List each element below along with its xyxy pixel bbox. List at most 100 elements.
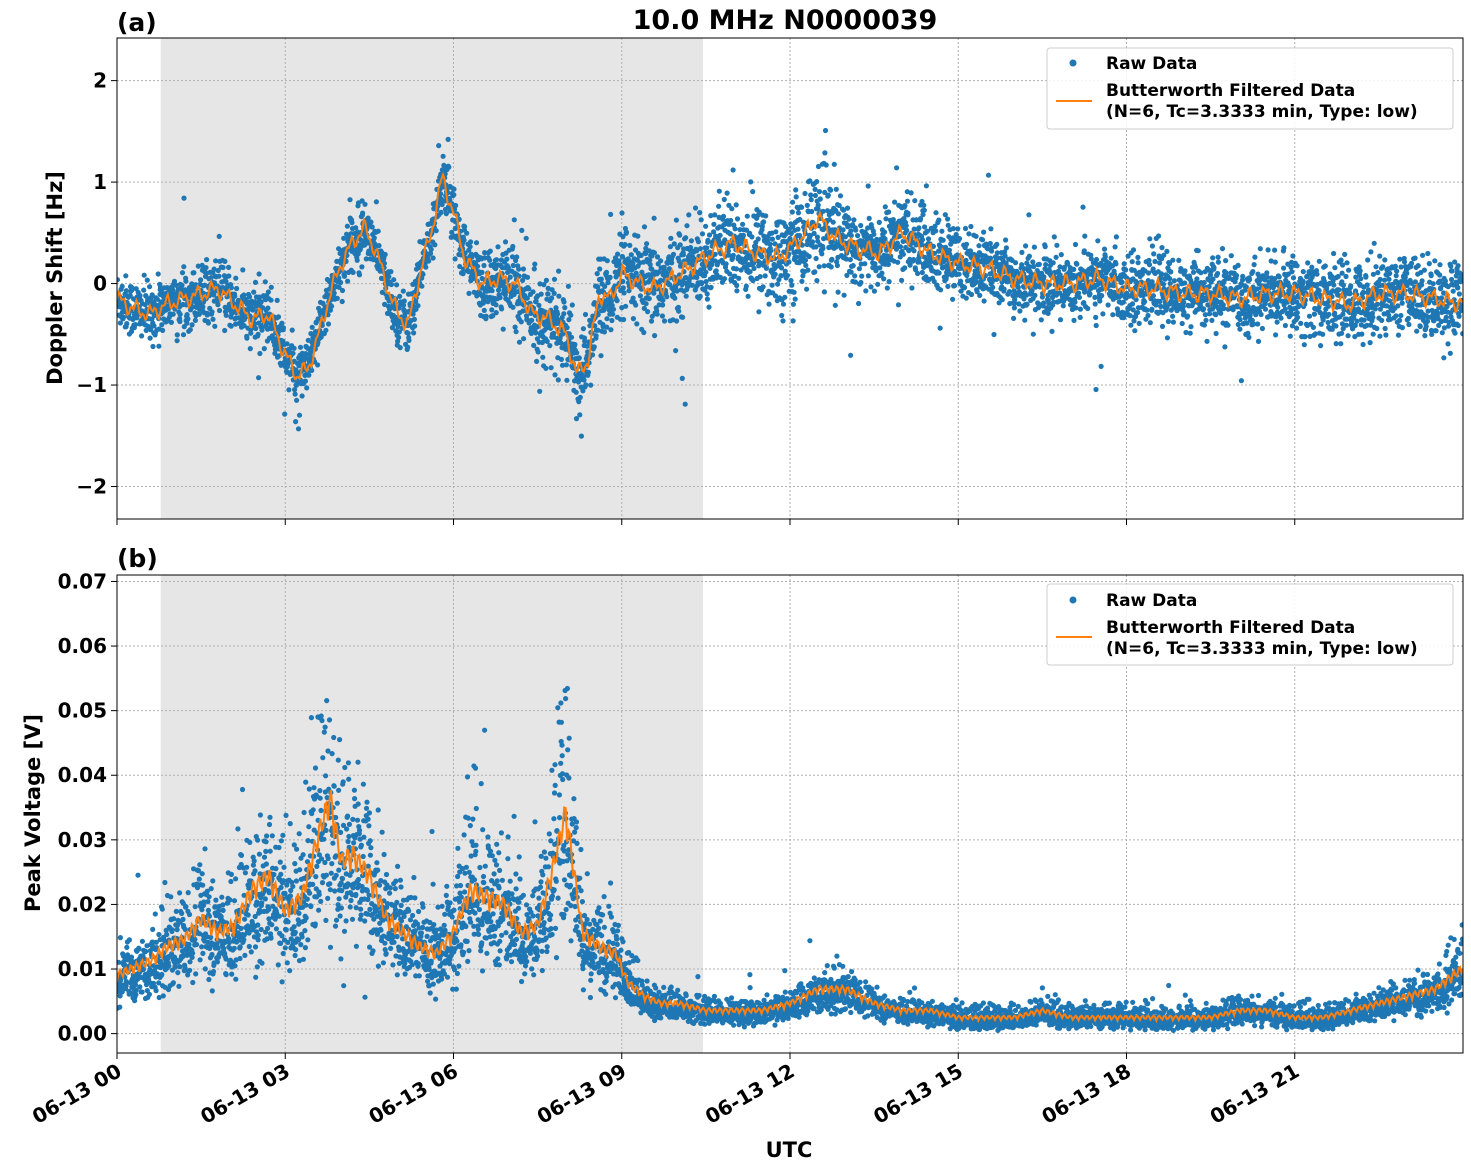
raw-point [797,216,803,223]
raw-point [356,272,363,278]
raw-point [921,202,927,208]
raw-point [697,246,704,252]
raw-point [1076,290,1082,296]
raw-point [871,288,878,294]
raw-point [879,270,885,276]
raw-point [990,284,996,290]
raw-point [1219,246,1226,252]
raw-point [811,230,817,236]
raw-point [192,317,198,323]
raw-point [1224,289,1230,295]
raw-point [931,278,937,285]
raw-point [1333,323,1339,329]
raw-point [1202,312,1208,318]
raw-point [859,273,865,279]
raw-point [592,300,598,306]
raw-point [908,190,914,196]
raw-point [689,282,695,288]
raw-point [576,399,582,405]
raw-point [248,330,254,336]
raw-point [877,265,883,271]
raw-point [1268,258,1274,264]
raw-point [660,297,666,303]
raw-point [1177,288,1183,295]
raw-point [1181,309,1187,315]
raw-point [1288,311,1294,317]
raw-point [495,287,502,293]
raw-point [788,278,794,284]
raw-point [1076,294,1082,300]
raw-point [580,388,586,394]
raw-point [1164,248,1170,254]
raw-point [946,247,953,253]
raw-point [862,261,868,267]
raw-point [1358,276,1364,282]
raw-point [296,412,303,418]
raw-point [1119,279,1125,285]
raw-point [460,271,466,277]
raw-point [228,323,234,329]
raw-point [511,217,517,223]
raw-point [558,356,565,362]
raw-point [1318,343,1324,349]
raw-point [1112,244,1118,250]
raw-point [117,277,121,283]
raw-point [1080,204,1086,210]
raw-point [614,298,620,304]
raw-point [794,254,800,260]
raw-point [1344,316,1350,322]
raw-point [1185,313,1191,319]
raw-point [1367,340,1373,346]
raw-point [703,223,709,229]
raw-point [890,217,896,223]
raw-point [597,266,603,272]
raw-point [686,212,692,218]
raw-point [726,202,732,208]
raw-point [1108,255,1114,261]
raw-point [533,330,539,336]
raw-point [485,299,491,305]
raw-point [1074,261,1080,267]
raw-point [916,225,922,231]
raw-point [871,231,877,237]
raw-point [468,239,474,245]
raw-point [852,273,858,279]
raw-point [1151,251,1157,257]
raw-point [1352,322,1358,328]
raw-point [812,192,819,199]
raw-point [182,287,188,293]
raw-point [1335,273,1341,280]
raw-point [1017,308,1023,314]
raw-point [836,202,842,209]
raw-point [790,301,797,307]
raw-point [1092,301,1098,307]
raw-point [1049,328,1055,334]
raw-point [1120,299,1126,305]
raw-point [1158,271,1164,277]
raw-point [1085,305,1091,312]
raw-point [216,233,222,239]
raw-point [1050,299,1057,305]
raw-point [1294,310,1300,316]
raw-point [958,278,964,284]
raw-point [676,308,682,314]
raw-point [274,297,280,303]
raw-point [168,319,174,325]
raw-point [1181,299,1187,306]
raw-point [591,344,597,350]
raw-point [841,292,847,298]
raw-point [365,215,371,221]
raw-point [1170,313,1176,319]
raw-point [671,241,677,247]
raw-point [170,311,176,317]
raw-point [1201,322,1207,328]
raw-point [932,223,938,229]
raw-point [568,312,574,318]
raw-point [210,316,216,322]
raw-point [155,271,161,277]
raw-point [734,216,741,222]
raw-point [1223,270,1229,276]
raw-point [1340,262,1346,268]
raw-point [180,332,187,338]
raw-point [795,210,802,216]
